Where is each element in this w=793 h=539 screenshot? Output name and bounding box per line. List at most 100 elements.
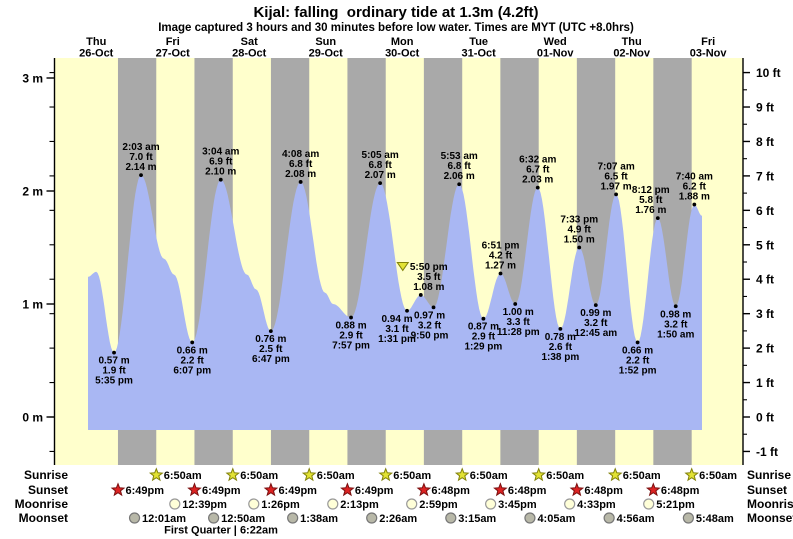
right-axis-tick-label: -1 ft	[756, 445, 778, 459]
left-axis-tick-label: 2 m	[22, 185, 43, 199]
astro-time-label: 6:49pm	[355, 485, 394, 497]
right-axis-tick-label: 8 ft	[756, 135, 774, 149]
astro-row-label-right: Sunrise	[747, 468, 791, 482]
astro-time-label: 6:50am	[546, 470, 584, 482]
moonset-circle-icon	[682, 512, 694, 524]
astro-time-label: 6:50am	[164, 470, 202, 482]
tide-point-label: 2.03 m	[522, 175, 553, 186]
page-title: Kijal: falling ordinary tide at 1.3m (4.…	[253, 4, 538, 21]
astro-time-label: 2:26am	[379, 513, 417, 525]
tide-point-label: 1.08 m	[413, 282, 444, 293]
astro-time-label: 6:50am	[623, 470, 661, 482]
right-axis-tick-label: 7 ft	[756, 169, 774, 183]
axes-group: 0 m 1 m 2 m 3 m -1 ft 0 ft 1 ft 2 ft 3 ft 4 ft 5 f…	[22, 58, 781, 465]
tide-point-label: 6:51 pm	[482, 240, 520, 251]
day-weekday-label: Fri	[166, 36, 180, 48]
tide-point-label: 4.9 ft	[568, 225, 592, 236]
moonset-circle-icon	[603, 512, 615, 524]
day-date-label: 27-Oct	[156, 48, 191, 60]
astro-time-label: 3:45pm	[498, 499, 537, 511]
tide-point-dot	[190, 340, 195, 345]
tide-point-label: 7:40 am	[676, 172, 713, 183]
tide-point-label: 2.6 ft	[549, 342, 573, 353]
tide-point-dot	[431, 305, 436, 310]
sunset-star-icon	[340, 482, 355, 497]
moonrise-circle-icon	[406, 498, 418, 510]
tide-point-dot	[558, 326, 563, 331]
moonset-circle-icon	[208, 512, 220, 524]
tide-point-label: 3.1 ft	[385, 324, 409, 335]
tide-point-label: 2.2 ft	[626, 355, 650, 366]
tide-point-label: 1:31 pm	[378, 334, 416, 345]
astro-row-label-left: Moonrise	[15, 497, 69, 511]
day-weekday-label: Wed	[544, 36, 567, 48]
right-axis-tick-label: 3 ft	[756, 307, 774, 321]
day-date-label: 03-Nov	[690, 48, 728, 60]
sunset-star-icon	[569, 482, 585, 497]
moonset-circle-icon	[445, 512, 457, 524]
tide-point-label: 0.98 m	[660, 309, 691, 320]
tide-point-label: 3.2 ft	[418, 320, 442, 331]
moonset-circle-icon	[128, 512, 141, 524]
sunrise-star-icon	[684, 467, 700, 482]
tide-point-label: 4.2 ft	[489, 250, 513, 261]
tide-point-label: 2.14 m	[125, 162, 156, 173]
astro-time-label: 6:50am	[393, 470, 431, 482]
tide-point-label: 2.2 ft	[181, 355, 205, 366]
day-weekday-label: Thu	[622, 36, 642, 48]
tide-point-label: 0.66 m	[622, 345, 653, 356]
sunset-star-icon	[416, 482, 432, 497]
day-date-label: 01-Nov	[537, 48, 575, 60]
tide-point-label: 6:07 pm	[173, 365, 211, 376]
astro-time-label: 6:48pm	[584, 485, 623, 497]
tide-point-label: 6:47 pm	[252, 354, 290, 365]
tide-area	[88, 175, 702, 430]
day-date-label: 31-Oct	[462, 48, 497, 60]
tide-point-label: 5:53 am	[441, 151, 478, 162]
tide-point-label: 12:45 am	[574, 328, 617, 339]
tide-point-dot	[513, 302, 518, 306]
tide-point-label: 1:50 am	[657, 329, 694, 340]
sunset-star-icon	[493, 482, 508, 497]
tide-point-label: 0.88 m	[335, 321, 366, 332]
moonrise-circle-icon	[564, 498, 576, 510]
astro-time-label: 6:49pm	[125, 485, 164, 497]
astro-time-label: 12:50am	[221, 513, 265, 525]
tide-point-label: 6.7 ft	[526, 165, 550, 176]
day-weekday-label: Mon	[391, 36, 414, 48]
tide-point-label: 1.9 ft	[102, 366, 126, 377]
tide-point-label: 6.8 ft	[448, 161, 472, 172]
astro-time-label: 6:50am	[240, 470, 278, 482]
sunrise-star-icon	[225, 467, 241, 482]
tide-point-dot	[112, 350, 116, 355]
astro-time-label: 1:38am	[300, 513, 338, 525]
right-axis-tick-label: 10 ft	[756, 66, 781, 80]
day-date-label: 02-Nov	[613, 48, 651, 60]
tide-point-label: 1:29 pm	[465, 342, 503, 353]
astro-time-label: 6:49pm	[202, 485, 241, 497]
tide-point-label: 1:52 pm	[619, 365, 657, 376]
day-date-label: 28-Oct	[232, 48, 267, 60]
moonrise-circle-icon	[327, 498, 339, 510]
sunrise-star-icon	[148, 467, 164, 482]
tide-point-label: 1.50 m	[564, 235, 595, 246]
moonrise-circle-icon	[485, 498, 497, 510]
tide-point-label: 9:50 pm	[411, 330, 449, 341]
astro-time-label: 5:48am	[696, 513, 734, 525]
tide-point-label: 0.76 m	[255, 334, 286, 345]
tide-point-label: 0.97 m	[414, 310, 445, 321]
tide-point-dot	[498, 271, 503, 276]
astro-time-label: 12:39pm	[182, 499, 227, 511]
tide-point-label: 0.66 m	[177, 345, 208, 356]
tide-point-label: 7:07 am	[597, 161, 634, 172]
astro-row-label-left: Moonset	[19, 511, 68, 525]
astro-row-label-right: Sunset	[747, 483, 787, 497]
tide-point-dot	[614, 192, 618, 197]
right-axis-tick-label: 6 ft	[756, 204, 774, 218]
tide-point-label: 7:57 pm	[332, 341, 370, 352]
tide-point-label: 1.76 m	[635, 205, 666, 216]
tide-point-label: 1.00 m	[503, 307, 534, 318]
tide-point-label: 6:32 am	[519, 155, 556, 166]
tide-point-dot	[457, 182, 462, 187]
